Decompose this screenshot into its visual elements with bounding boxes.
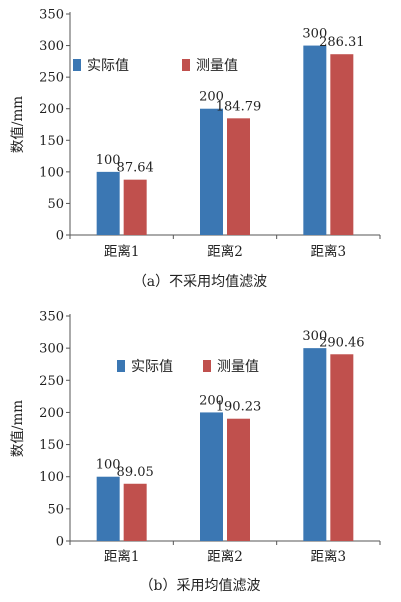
x-category-label: 距离3 bbox=[311, 243, 347, 260]
data-label: 89.05 bbox=[117, 465, 154, 480]
data-label: 100 bbox=[96, 153, 121, 168]
data-label: 300 bbox=[302, 329, 327, 344]
bar-actual bbox=[303, 45, 327, 236]
chart-caption: （a）不采用均值滤波 bbox=[133, 274, 267, 290]
bar-measured bbox=[227, 418, 250, 541]
x-category-label: 距离2 bbox=[207, 548, 243, 565]
data-label: 200 bbox=[199, 393, 224, 408]
legend-label: 测量值 bbox=[196, 58, 238, 74]
y-tick-label: 350 bbox=[39, 310, 64, 325]
y-tick-label: 300 bbox=[39, 39, 64, 54]
bar-actual bbox=[96, 476, 120, 541]
legend-label: 实际值 bbox=[131, 359, 173, 375]
data-label: 290.46 bbox=[319, 335, 365, 350]
legend-swatch-measured bbox=[182, 59, 190, 71]
data-label: 200 bbox=[199, 90, 224, 105]
y-tick-label: 0 bbox=[56, 535, 64, 550]
y-tick-label: 250 bbox=[39, 71, 64, 86]
y-tick-label: 150 bbox=[39, 438, 64, 453]
bar-measured bbox=[227, 118, 250, 235]
y-axis-label: 数值/mm bbox=[10, 400, 26, 457]
y-tick-label: 300 bbox=[39, 342, 64, 357]
x-category-label: 距离3 bbox=[311, 548, 347, 565]
data-label: 87.64 bbox=[117, 161, 154, 176]
bar-actual bbox=[200, 412, 223, 541]
y-tick-label: 150 bbox=[39, 134, 64, 149]
data-label: 286.31 bbox=[319, 35, 365, 50]
legend-label: 实际值 bbox=[87, 58, 129, 74]
y-tick-label: 350 bbox=[39, 8, 64, 23]
data-label: 300 bbox=[302, 27, 327, 42]
bar-actual bbox=[96, 171, 120, 235]
x-category-label: 距离2 bbox=[207, 243, 243, 260]
data-label: 100 bbox=[96, 458, 121, 473]
bar-measured bbox=[123, 179, 147, 235]
bar-measured bbox=[123, 483, 147, 541]
y-tick-label: 50 bbox=[47, 502, 64, 517]
bar-actual bbox=[303, 348, 327, 541]
x-category-label: 距离1 bbox=[104, 243, 140, 260]
legend-swatch-actual bbox=[73, 59, 81, 71]
bar-measured bbox=[330, 354, 354, 541]
chart-caption: （b）采用均值滤波 bbox=[140, 578, 261, 594]
y-tick-label: 200 bbox=[39, 406, 64, 421]
x-category-label: 距离1 bbox=[104, 548, 140, 565]
bar-measured bbox=[330, 54, 354, 236]
bar-actual bbox=[200, 108, 223, 235]
y-tick-label: 50 bbox=[47, 197, 64, 212]
legend-label: 测量值 bbox=[217, 359, 259, 375]
data-label: 184.79 bbox=[216, 99, 262, 114]
y-tick-label: 200 bbox=[39, 102, 64, 117]
y-tick-label: 250 bbox=[39, 374, 64, 389]
legend-swatch-actual bbox=[117, 360, 125, 372]
y-tick-label: 100 bbox=[39, 470, 64, 485]
y-tick-label: 100 bbox=[39, 165, 64, 180]
y-axis-label: 数值/mm bbox=[10, 96, 26, 153]
data-label: 190.23 bbox=[216, 400, 262, 415]
legend-swatch-measured bbox=[203, 360, 211, 372]
y-tick-label: 0 bbox=[56, 229, 64, 244]
